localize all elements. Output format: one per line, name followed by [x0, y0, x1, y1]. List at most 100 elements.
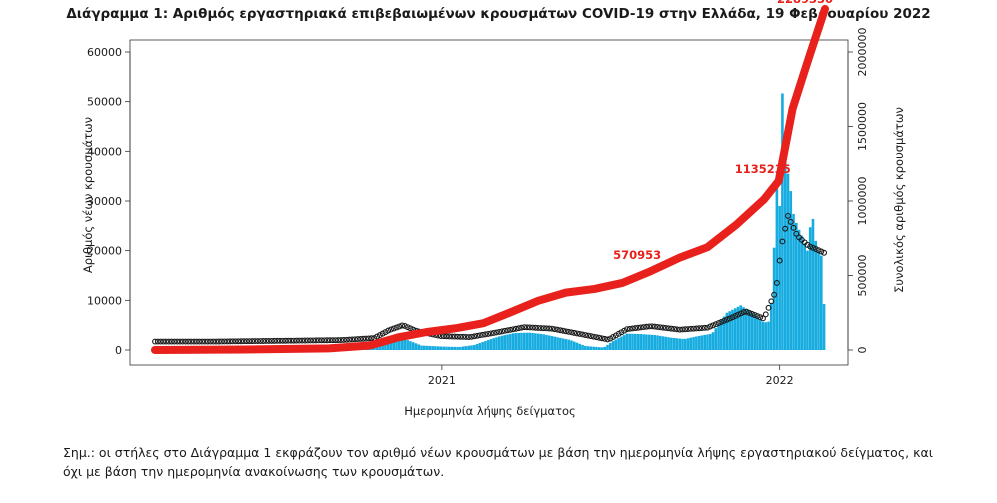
moving-average-point [582, 332, 589, 338]
bar [461, 346, 465, 350]
moving-average-point [168, 338, 175, 345]
moving-average-point [224, 338, 231, 345]
moving-average-point [257, 338, 264, 344]
moving-average-point [160, 338, 167, 345]
bar [681, 338, 684, 350]
moving-average-point [229, 338, 236, 345]
moving-average-point [757, 314, 764, 321]
moving-average-point [590, 333, 597, 340]
moving-average-point [299, 337, 306, 344]
bar [497, 336, 501, 350]
moving-average-point [249, 338, 256, 345]
bar [581, 344, 584, 350]
bar [772, 247, 776, 350]
bar [800, 235, 804, 350]
moving-average-point [474, 332, 480, 339]
moving-average-point [504, 327, 511, 334]
bar [478, 343, 482, 350]
moving-average-point [543, 325, 550, 332]
moving-average-point [238, 338, 245, 345]
y-axis-title: Αριθμός νέων κρουσμάτων [81, 117, 95, 273]
moving-average-point [673, 326, 680, 333]
moving-average-point [651, 323, 658, 330]
moving-average-point [351, 336, 358, 343]
bar [631, 333, 634, 350]
y2-tick-label: 0 [856, 347, 869, 354]
bar [595, 346, 598, 350]
cumulative-line [151, 4, 829, 354]
bar [503, 335, 507, 350]
moving-average-point [746, 309, 753, 316]
bar [417, 344, 421, 350]
bar [564, 339, 568, 350]
moving-average-point [707, 323, 714, 330]
moving-average-point [260, 338, 267, 344]
moving-average-point [288, 337, 294, 344]
bar [606, 344, 609, 350]
bar [650, 334, 654, 350]
bar [645, 334, 648, 350]
y2-axis-title: Συνολικός αριθμός κρουσμάτων [892, 107, 906, 293]
moving-average-point [560, 327, 567, 334]
moving-average-point [535, 324, 542, 331]
bar [789, 191, 793, 350]
moving-average-point [551, 326, 558, 333]
moving-average-point [265, 337, 272, 344]
bar [425, 345, 429, 350]
moving-average-point [773, 280, 780, 286]
y2-tick-label: 2000000 [856, 28, 869, 77]
moving-average-point [263, 338, 269, 344]
bar [553, 336, 557, 350]
moving-average-point [812, 246, 819, 252]
moving-average-point [662, 325, 669, 331]
bar [536, 333, 540, 350]
moving-average-point [540, 325, 547, 332]
bar [470, 345, 473, 350]
bar [403, 338, 407, 350]
bar [675, 338, 679, 350]
bar [614, 339, 618, 350]
bar [636, 333, 640, 350]
chart-note: Σημ.: οι στήλες στο Διάγραμμα 1 εκφράζου… [63, 445, 933, 479]
moving-average-point [729, 314, 736, 321]
moving-average-point [604, 336, 611, 343]
moving-average-point [726, 315, 733, 322]
moving-average-point [648, 323, 655, 330]
moving-average-point [157, 338, 164, 345]
moving-average-point [471, 333, 478, 340]
bar [447, 346, 451, 350]
moving-average-point [507, 326, 514, 333]
bar [703, 334, 706, 350]
bar [639, 334, 643, 350]
bar [672, 337, 676, 350]
moving-average-point [549, 325, 555, 332]
moving-average-point [562, 328, 569, 335]
moving-average-point [174, 338, 181, 345]
moving-average-point [368, 335, 375, 342]
bar [442, 346, 446, 350]
moving-average-point [404, 324, 411, 331]
moving-average-point [460, 333, 467, 340]
bar [600, 347, 604, 350]
bar [739, 305, 743, 350]
bar [747, 310, 751, 350]
bar [647, 334, 651, 350]
bar [764, 322, 768, 350]
axes: 0 10000 20000 30000 40000 50000 60000 0 500000 10… [87, 28, 869, 388]
bar [423, 345, 426, 350]
bar [511, 333, 515, 350]
moving-average-point [760, 315, 766, 322]
bar [481, 342, 484, 350]
moving-average-point [765, 304, 772, 311]
bar [597, 347, 601, 350]
bar [411, 342, 415, 350]
bar [817, 251, 820, 350]
bar [542, 334, 545, 350]
bar [642, 334, 645, 350]
bar [706, 334, 709, 350]
moving-average-point [785, 212, 791, 219]
bar [500, 335, 504, 350]
moving-average-point [654, 324, 661, 330]
bar [439, 346, 443, 350]
moving-average-point [751, 312, 758, 318]
